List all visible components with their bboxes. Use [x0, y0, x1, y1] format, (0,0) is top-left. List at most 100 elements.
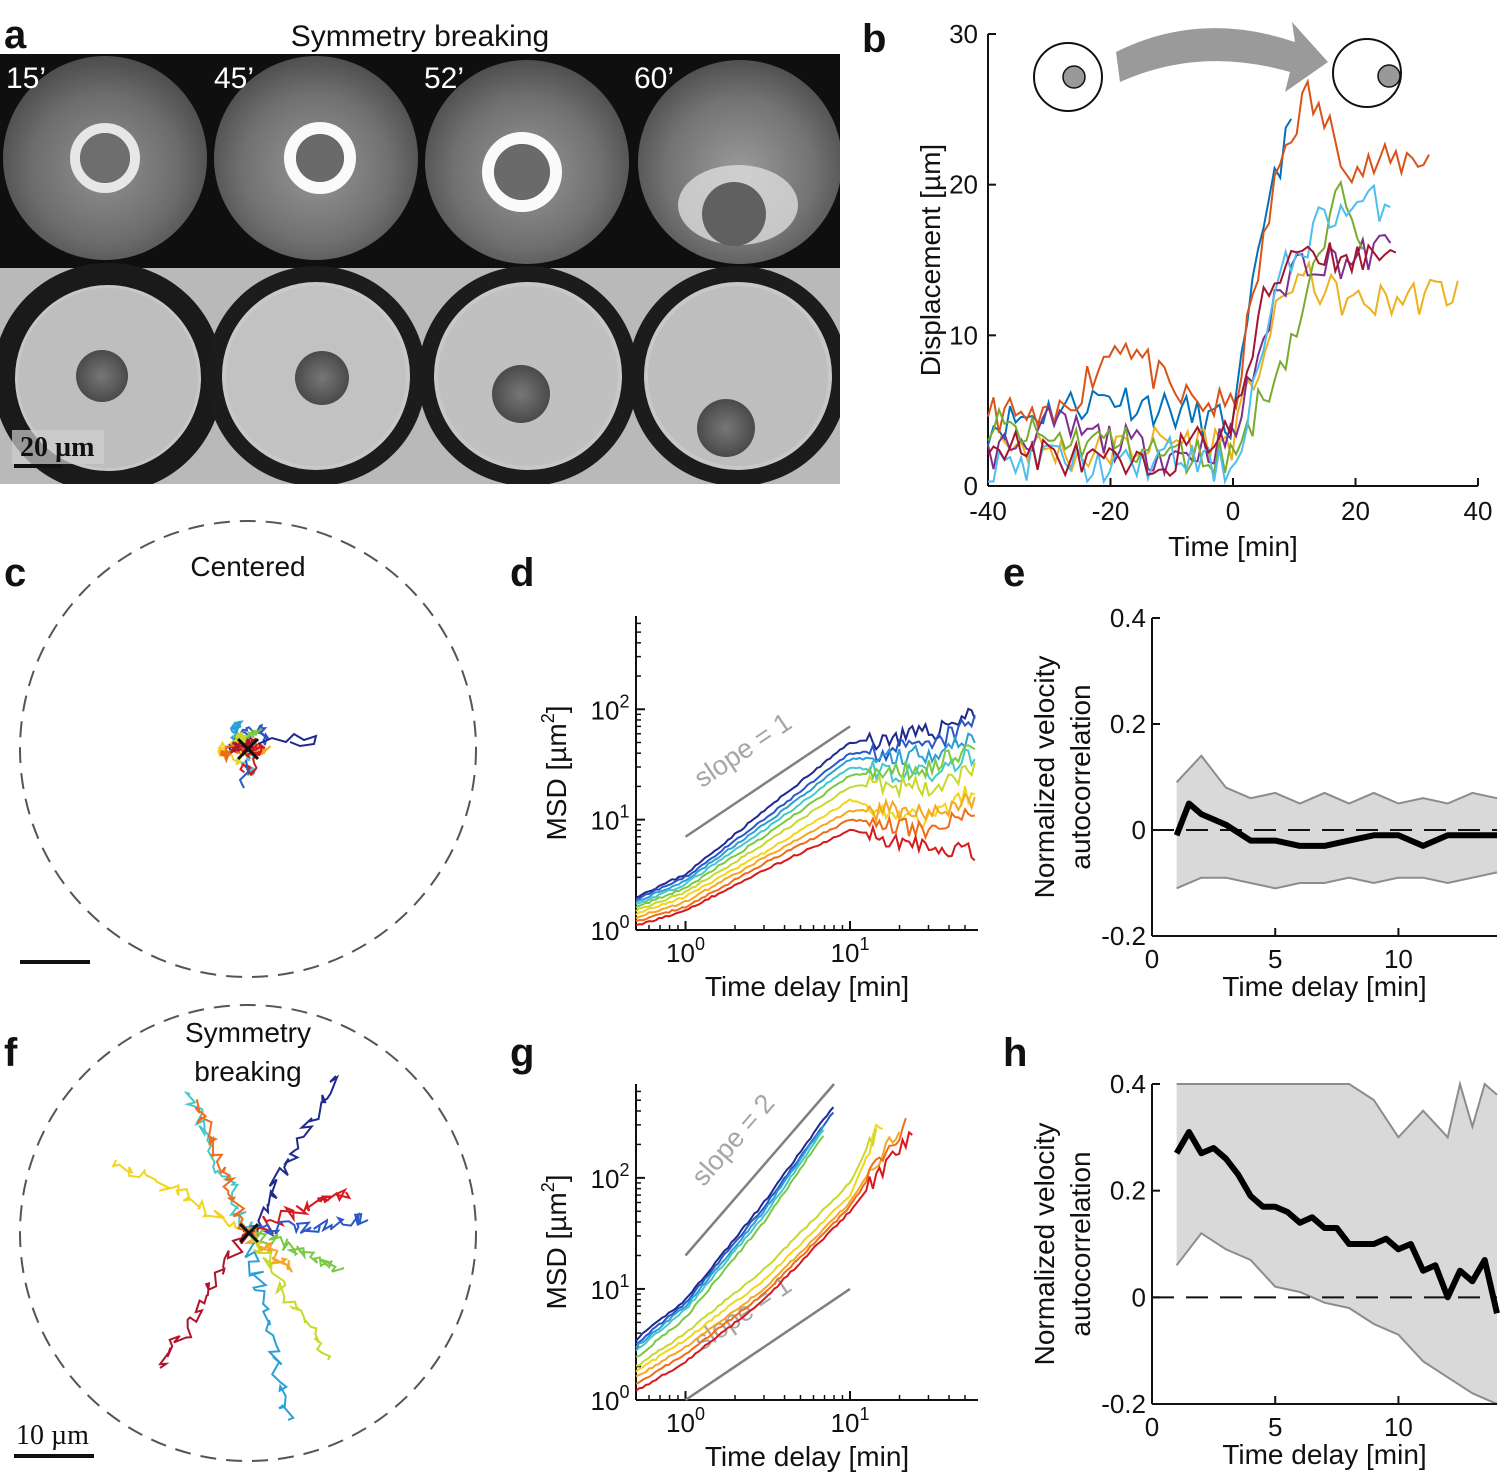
h-y-tick-label: 0.2: [1110, 1176, 1146, 1206]
d-slope-guide: [684, 725, 851, 838]
b-series-line: [988, 183, 1391, 486]
panel-c-title: Centered: [190, 551, 305, 582]
g-msd-line: [635, 1117, 907, 1385]
b-x-tick-label: 0: [1226, 496, 1240, 526]
brightfield-droplet-3: [418, 266, 638, 484]
panel-f-title-line2: breaking: [194, 1056, 301, 1087]
symmetry-breaking-track: [194, 1099, 252, 1234]
g-msd-line: [635, 1111, 835, 1345]
g-x-tick-label: 101: [831, 1404, 870, 1438]
panel-label-d: d: [510, 551, 534, 595]
centered-track-excursion: [238, 759, 250, 789]
b-x-tick-label: -20: [1092, 496, 1130, 526]
panel-a: Symmetry breaking: [0, 20, 840, 484]
d-msd-line: [635, 732, 976, 903]
brightfield-droplet-4: [628, 266, 840, 484]
e-x-tick-label: 0: [1145, 944, 1159, 974]
d-y-tick-label: 102: [591, 691, 630, 725]
h-y-tick-label: 0: [1132, 1282, 1146, 1312]
b-y-axis-label: Displacement [µm]: [915, 144, 946, 376]
e-y-tick-label: -0.2: [1101, 921, 1146, 951]
panel-a-title: Symmetry breaking: [291, 20, 549, 53]
d-x-tick-label: 101: [831, 934, 870, 968]
symmetry-breaking-track: [183, 1091, 254, 1233]
schematic-inset: [1033, 22, 1402, 112]
e-y-tick-label: 0: [1132, 815, 1146, 845]
brightfield-droplet-1: [0, 263, 223, 484]
panel-label-a: a: [4, 13, 27, 57]
b-x-tick-label: -40: [969, 496, 1007, 526]
g-msd-line: [635, 1125, 825, 1349]
h-confidence-band: [1176, 1084, 1497, 1404]
g-msd-line: [635, 1106, 835, 1342]
g-slope-guide: [684, 1083, 836, 1257]
b-series-line: [987, 242, 1397, 478]
h-band-lower-edge: [1175, 1231, 1498, 1405]
scale-bar-label-f: 10 µm: [16, 1420, 89, 1451]
h-x-tick-label: 0: [1145, 1412, 1159, 1442]
e-confidence-band: [1176, 755, 1497, 889]
fluorescence-droplet-3: [425, 60, 629, 264]
centered-track: [239, 742, 266, 777]
centered-track-excursion: [257, 732, 318, 748]
e-band-upper-edge: [1175, 754, 1498, 805]
e-y-axis-label-line2: autocorrelation: [1065, 684, 1096, 869]
d-msd-line: [635, 823, 976, 926]
fluorescence-droplet-2: [214, 56, 418, 260]
b-y-tick-label: 10: [949, 320, 978, 350]
d-y-axis-label: MSD [µm2]: [538, 705, 572, 840]
d-msd-line: [635, 807, 976, 922]
panel-c: Centered: [19, 520, 477, 978]
b-series-line: [987, 118, 1293, 446]
scale-bar-backdrop: [12, 430, 104, 464]
d-msd-line: [635, 792, 976, 920]
symmetry-breaking-tracks: [111, 1074, 369, 1421]
symmetry-breaking-track: [244, 1231, 295, 1421]
d-y-tick-label: 100: [591, 912, 630, 946]
e-y-tick-label: 0.4: [1110, 603, 1146, 633]
e-x-tick-label: 10: [1384, 944, 1413, 974]
panel-label-h: h: [1003, 1031, 1027, 1075]
schematic-cell-off-center: [1332, 38, 1402, 108]
g-slope-label: slope = 2: [686, 1088, 781, 1191]
g-msd-line: [635, 1129, 825, 1352]
center-cross-f: [238, 1222, 260, 1244]
h-y-tick-label: 0.4: [1110, 1069, 1146, 1099]
g-y-axis-label: MSD [µm2]: [538, 1174, 572, 1309]
g-msd-line: [635, 1131, 901, 1378]
symmetry-breaking-track: [247, 1187, 352, 1238]
d-msd-line: [635, 762, 976, 913]
b-series-line: [999, 259, 1459, 473]
g-y-tick-label: 101: [591, 1271, 630, 1305]
symmetry-breaking-track: [242, 1074, 340, 1233]
d-x-axis-label: Time delay [min]: [705, 971, 909, 1002]
schematic-arrow: [1116, 22, 1328, 92]
droplet-boundary-c: [19, 520, 477, 978]
center-cross-c: [236, 737, 260, 761]
b-y-tick-label: 0: [964, 471, 978, 501]
d-msd-line: [635, 714, 976, 901]
e-mean-line: [1173, 800, 1497, 849]
timepoint-label-3: 52’: [424, 62, 464, 95]
e-x-tick-label: 5: [1268, 944, 1282, 974]
e-band-lower-edge: [1176, 871, 1498, 890]
e-y-axis-label-line1: Normalized velocity: [1029, 656, 1060, 899]
panel-d: 100 101 100 101 102 Time delay [min] MSD [µm2]…: [538, 616, 978, 1002]
h-x-tick-label: 10: [1384, 1412, 1413, 1442]
b-x-axis-label: Time [min]: [1168, 531, 1298, 562]
panel-b: -40 -20 0 20 40 0 10 20 30 Time [min] Displacement…: [915, 19, 1492, 562]
timepoint-label-1: 15’: [6, 62, 46, 95]
b-x-tick-label: 20: [1341, 496, 1370, 526]
panel-g: 100 101 100 101 102 Time delay [min] MSD [µm2]…: [538, 1083, 978, 1472]
d-msd-line: [635, 707, 976, 899]
timepoint-label-4: 60’: [634, 62, 674, 95]
symmetry-breaking-track: [111, 1159, 249, 1233]
h-band-upper-edge: [1176, 1080, 1498, 1140]
b-series-line: [987, 78, 1430, 434]
e-y-tick-label: 0.2: [1110, 709, 1146, 739]
symmetry-breaking-track: [245, 1226, 345, 1273]
centered-track: [229, 720, 250, 749]
